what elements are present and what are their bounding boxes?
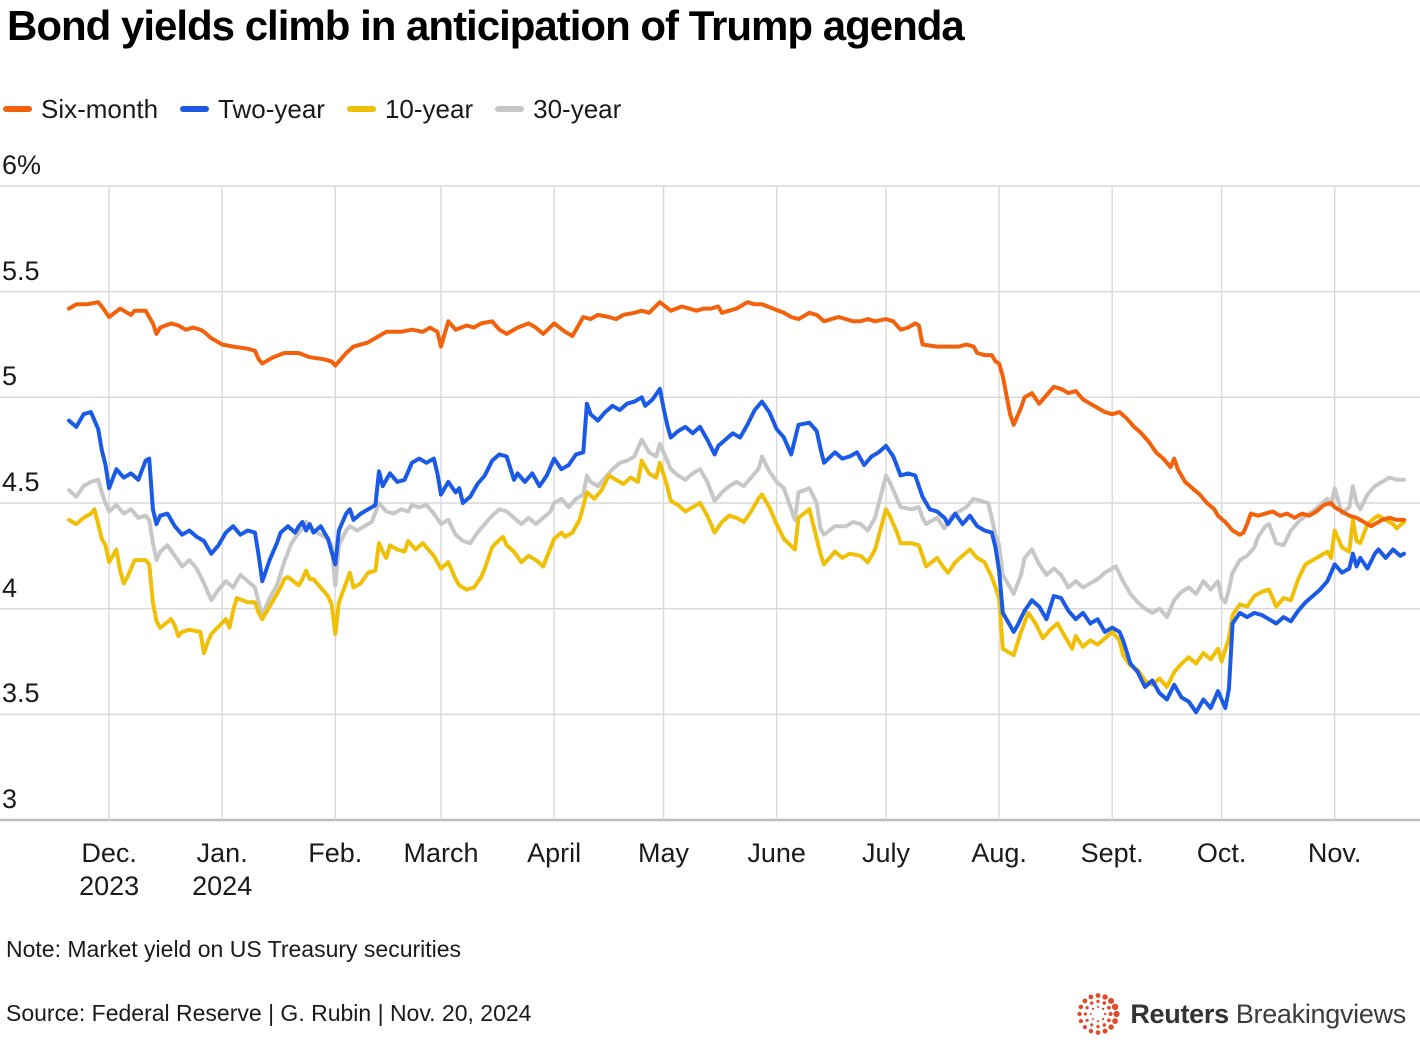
logo-dot [1088, 994, 1094, 1000]
x-tick-label: March [403, 838, 479, 868]
six-month-line-swatch-icon [3, 106, 32, 112]
series-line-two-year [67, 386, 1406, 715]
logo-dot [1102, 1028, 1108, 1034]
series-line-10-year [67, 458, 1406, 689]
logo-dot [1102, 1023, 1107, 1027]
logo-dot [1097, 1005, 1100, 1008]
y-tick-label: 4 [2, 572, 18, 603]
logo-dot [1082, 998, 1088, 1004]
y-tick-label: 3 [2, 783, 18, 814]
x-tick-label: Feb. [308, 838, 363, 868]
logo-dot [1097, 1020, 1100, 1023]
logo-dot [1085, 1006, 1090, 1010]
logo-dot [1090, 1023, 1094, 1027]
logo-dot [1102, 1007, 1105, 1011]
logo-dot [1102, 1001, 1107, 1005]
logo-dot [1107, 1018, 1112, 1023]
legend-label-two-year: Two-year [218, 93, 325, 124]
series-line-six-month [67, 300, 1406, 537]
x-tick-label: June [747, 838, 806, 868]
logo-dot [1108, 1012, 1113, 1016]
x-tick-label: Sept. [1080, 838, 1144, 868]
series-line-30-year [67, 437, 1406, 620]
legend-item-10-year: 10-year [346, 93, 474, 125]
legend-label-10-year: 10-year [384, 93, 474, 124]
logo-dot [1095, 993, 1101, 998]
logo-dot [1112, 1018, 1119, 1024]
logo-product-text: Breakingviews [1235, 998, 1406, 1029]
thirty-year-line-swatch-icon [495, 106, 525, 112]
logo-dot [1092, 1018, 1095, 1021]
ten-year-line-swatch-icon [346, 106, 376, 112]
two-year-line-swatch-icon [180, 106, 210, 112]
logo-dot [1102, 994, 1109, 1000]
logo-dot [1079, 1018, 1084, 1024]
x-tick-label: Nov. [1307, 838, 1362, 868]
logo-dot [1089, 1028, 1094, 1034]
logo-dot [1107, 1005, 1112, 1010]
logo-dot [1102, 1017, 1105, 1021]
y-tick-label: 3.5 [2, 678, 40, 709]
legend-label-30-year: 30-year [533, 93, 622, 124]
legend-item-30-year: 30-year [495, 94, 621, 125]
page-title: Bond yields climb in anticipation of Tru… [7, 2, 965, 49]
logo-dot [1083, 1024, 1088, 1030]
x-tick-label: Oct. [1196, 838, 1247, 868]
y-tick-label: 4.5 [2, 466, 40, 497]
y-tick-label: 5.5 [2, 255, 40, 286]
logo-dot [1077, 1011, 1083, 1017]
logo-dot [1096, 999, 1101, 1004]
logo-dot [1104, 1012, 1107, 1016]
legend-item-six-month: Six-month [3, 94, 158, 125]
logo-dot [1084, 1012, 1088, 1016]
logo-dot [1090, 1001, 1094, 1005]
chart-note: Note: Market yield on US Treasury securi… [6, 936, 462, 962]
legend-item-two-year: Two-year [180, 94, 325, 125]
reuters-breakingviews-logo: Reuters Breakingviews [1075, 990, 1406, 1038]
x-tick-label: April [527, 838, 582, 868]
reuters-dots-icon [1077, 993, 1120, 1035]
logo-dot [1108, 1024, 1115, 1030]
logo-dot [1085, 1018, 1090, 1022]
x-tick-label: May [638, 838, 690, 868]
y-tick-label: 5 [2, 361, 18, 392]
x-tick-label: Dec. 2023 [79, 838, 140, 901]
logo-dot [1108, 997, 1115, 1004]
logo-dot [1092, 1007, 1095, 1011]
logo-dot [1096, 1024, 1101, 1029]
y-tick-label: 6% [2, 150, 42, 180]
logo-dot [1078, 1004, 1084, 1010]
legend: Six-month Two-year 10-year 30-year [3, 93, 643, 125]
logo-dot [1112, 1003, 1119, 1011]
x-tick-label: July [862, 838, 911, 868]
legend-label-six-month: Six-month [41, 93, 159, 124]
x-tick-label: Jan. 2024 [192, 838, 253, 901]
chart-source: Source: Federal Reserve | G. Rubin | Nov… [6, 1000, 532, 1026]
logo-dot [1090, 1013, 1093, 1015]
logo-dot [1113, 1010, 1120, 1018]
logo-brand-text: Reuters [1130, 998, 1229, 1029]
x-tick-label: Aug. [971, 838, 1027, 868]
logo-dot [1096, 1030, 1101, 1035]
